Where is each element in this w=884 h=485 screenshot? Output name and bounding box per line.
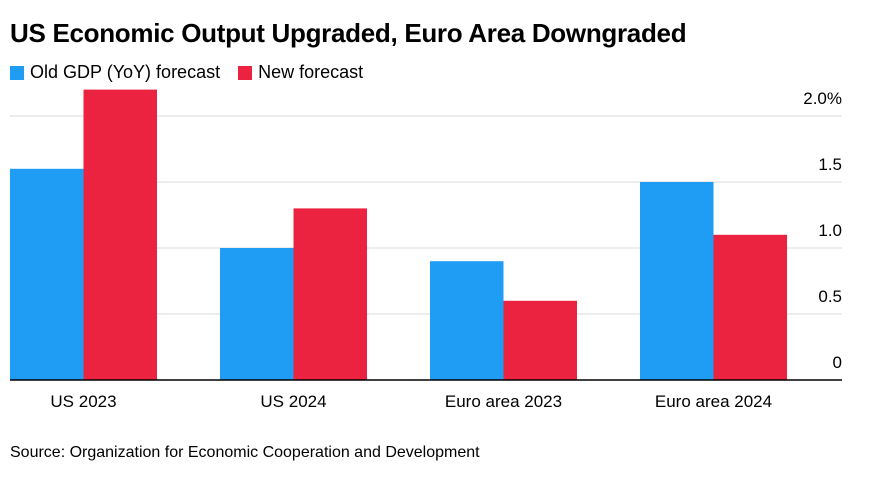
legend-label-new: New forecast <box>258 62 364 82</box>
bar-old <box>640 182 714 380</box>
y-tick-label: 1.5 <box>818 155 842 174</box>
bar-old <box>10 168 84 380</box>
x-tick-label: US 2024 <box>260 392 326 411</box>
chart-title: US Economic Output Upgraded, Euro Area D… <box>10 18 687 48</box>
legend-swatch-old <box>10 65 24 80</box>
bar-old <box>220 248 294 380</box>
bar-new <box>293 208 367 380</box>
bar-new <box>503 300 577 380</box>
legend-label-old: Old GDP (YoY) forecast <box>30 62 221 82</box>
bar-new <box>713 234 787 380</box>
x-tick-label: US 2023 <box>50 392 116 411</box>
y-tick-label: 0.5 <box>818 287 842 306</box>
bar-old <box>430 261 504 380</box>
y-tick-label: 0 <box>833 353 842 372</box>
bar-new <box>83 89 157 380</box>
x-tick-label: Euro area 2024 <box>655 392 772 411</box>
y-tick-label: 2.0% <box>803 89 842 108</box>
x-tick-label: Euro area 2023 <box>445 392 562 411</box>
y-tick-label: 1.0 <box>818 221 842 240</box>
legend: Old GDP (YoY) forecast New forecast <box>10 62 381 83</box>
legend-swatch-new <box>238 65 253 80</box>
legend-item-new: New forecast <box>238 62 363 83</box>
legend-item-old: Old GDP (YoY) forecast <box>10 62 220 83</box>
source-note: Source: Organization for Economic Cooper… <box>10 444 480 461</box>
